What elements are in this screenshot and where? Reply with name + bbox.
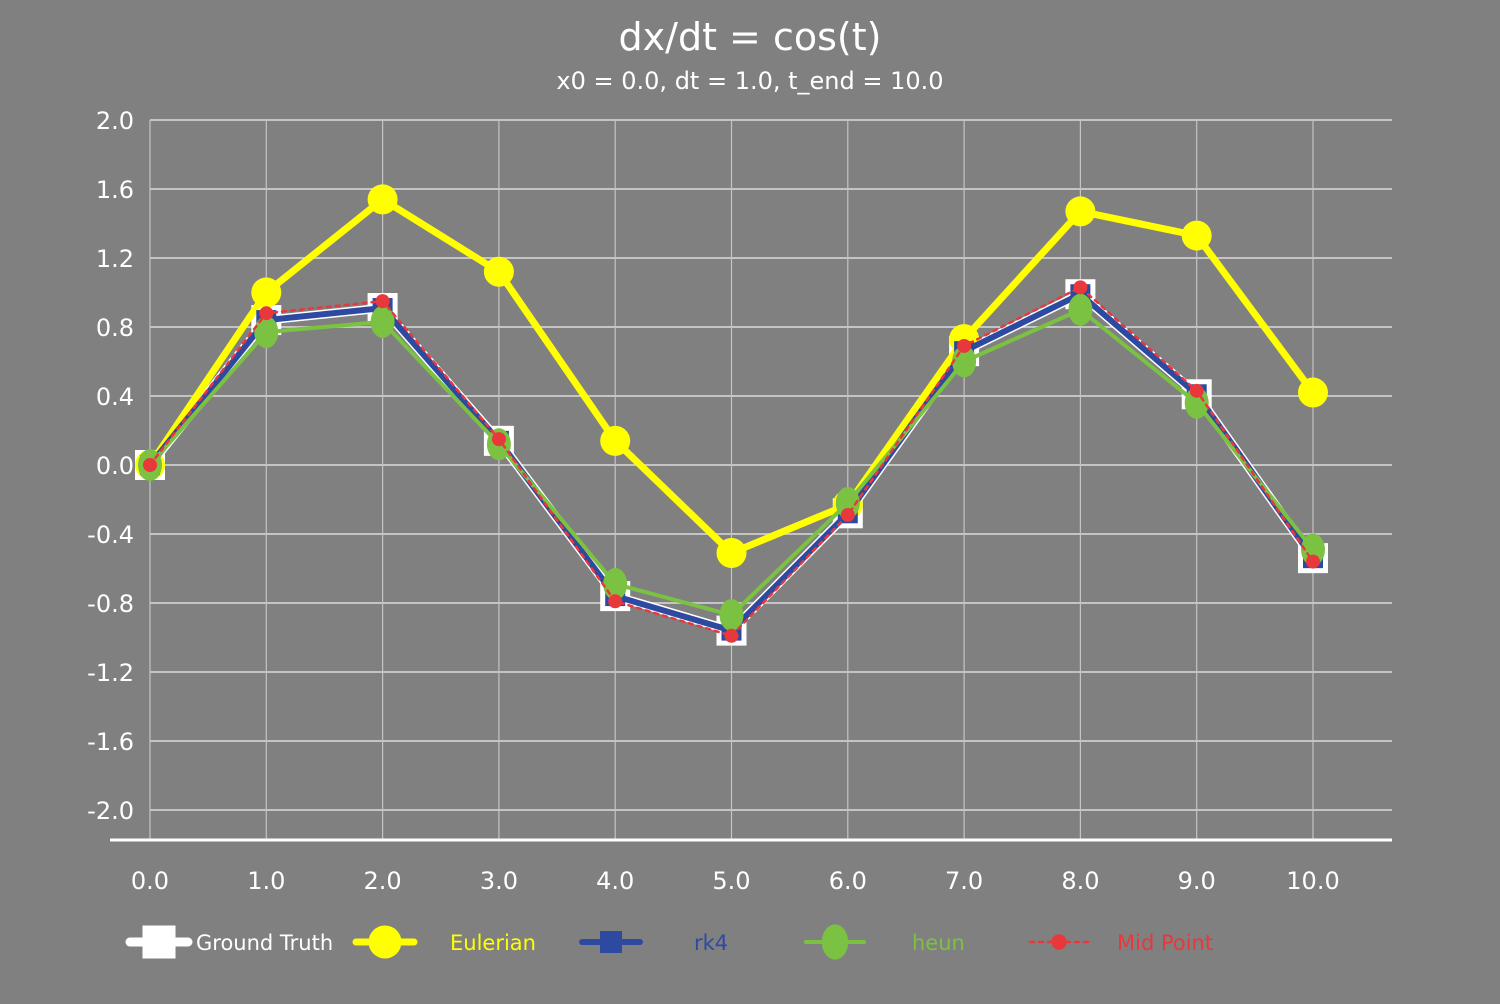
legend-label: rk4 [694, 931, 728, 955]
x-tick-label: 10.0 [1286, 867, 1339, 895]
x-tick-label: 1.0 [247, 867, 285, 895]
data-point-mid-point [957, 338, 972, 353]
data-point-heun [1184, 386, 1209, 419]
data-point-eulerian [1298, 377, 1328, 408]
legend-swatch-marker [142, 925, 176, 959]
y-tick-label: -2.0 [87, 797, 134, 825]
data-point-eulerian [367, 184, 398, 215]
y-tick-label: -1.6 [87, 728, 134, 756]
y-tick-label: 0.8 [96, 314, 134, 342]
chart-title: dx/dt = cos(t) [619, 15, 882, 59]
data-point-heun [1301, 533, 1325, 566]
data-point-heun [719, 599, 744, 632]
data-point-mid-point [840, 508, 855, 523]
series-mid-point [143, 280, 1320, 643]
legend-swatch-marker [1051, 934, 1067, 950]
legend: Ground Truth Eulerian rk4 heun Mid Point [125, 924, 1213, 960]
legend-swatch-marker [600, 931, 622, 953]
data-point-eulerian [1065, 196, 1096, 227]
y-tick-label: 1.6 [96, 176, 134, 204]
y-tick-label: 2.0 [96, 107, 134, 135]
legend-label: Ground Truth [196, 931, 333, 955]
legend-label: Eulerian [450, 931, 536, 955]
x-tick-label: 2.0 [364, 867, 402, 895]
data-point-eulerian [600, 425, 631, 456]
x-tick-label: 0.0 [131, 867, 169, 895]
legend-swatch-marker [821, 924, 849, 960]
x-tick-label: 8.0 [1061, 867, 1099, 895]
data-point-heun [370, 305, 395, 338]
axes: 2.0 1.6 1.2 0.8 0.4 0.0 -0.4 -0.8 -1.2 -1.6 -2.0 0.… [87, 107, 1392, 895]
data-point-mid-point [1073, 280, 1088, 295]
data-point-eulerian [716, 537, 747, 568]
y-tick-label: -1.2 [87, 659, 134, 687]
x-tick-label: 5.0 [712, 867, 750, 895]
data-point-heun [254, 316, 279, 349]
legend-label: heun [912, 931, 965, 955]
x-tick-label: 7.0 [945, 867, 983, 895]
legend-item-mid-point: Mid Point [1028, 931, 1213, 955]
series-heun [138, 293, 1325, 632]
data-point-mid-point [1189, 383, 1204, 398]
x-tick-label: 3.0 [480, 867, 518, 895]
y-tick-label: 1.2 [96, 245, 134, 273]
y-tick-label: -0.8 [87, 590, 134, 618]
data-point-mid-point [491, 432, 506, 447]
data-point-mid-point [143, 458, 157, 472]
data-point-mid-point [608, 594, 623, 609]
x-tick-label: 4.0 [596, 867, 634, 895]
data-point-eulerian [1181, 220, 1212, 251]
chart-subtitle: x0 = 0.0, dt = 1.0, t_end = 10.0 [556, 67, 943, 95]
data-point-heun [835, 486, 860, 519]
legend-item-ground-truth: Ground Truth [125, 925, 333, 959]
data-point-eulerian [483, 256, 514, 287]
series-eulerian [135, 184, 1328, 568]
x-tick-label: 9.0 [1178, 867, 1216, 895]
legend-label: Mid Point [1117, 931, 1213, 955]
x-tick-label: 6.0 [829, 867, 867, 895]
plot-area [135, 184, 1328, 646]
legend-item-heun: heun [804, 924, 965, 960]
legend-item-eulerian: Eulerian [352, 925, 536, 959]
data-point-eulerian [251, 277, 282, 308]
data-point-mid-point [375, 294, 390, 309]
grid [149, 119, 1392, 840]
data-point-heun [1068, 293, 1093, 326]
data-point-mid-point [1306, 554, 1320, 569]
y-tick-label: 0.0 [96, 452, 134, 480]
legend-item-rk4: rk4 [579, 931, 728, 955]
y-tick-label: -0.4 [87, 521, 134, 549]
data-point-mid-point [259, 306, 274, 321]
legend-swatch-marker [368, 925, 402, 959]
data-point-mid-point [724, 628, 739, 643]
y-tick-label: 0.4 [96, 383, 134, 411]
